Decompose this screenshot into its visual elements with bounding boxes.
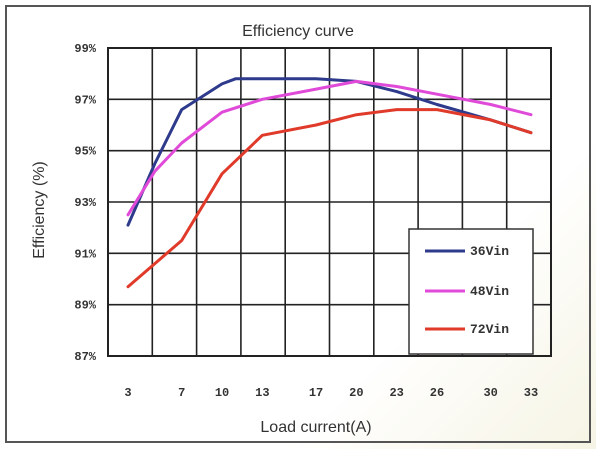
y-axis-title: Efficiency (%) — [31, 161, 48, 259]
y-tick-label: 93% — [74, 196, 96, 210]
y-tick-label: 95% — [74, 145, 96, 159]
x-tick-label: 30 — [483, 386, 497, 400]
y-tick-label: 91% — [74, 247, 96, 261]
tick-labels: 99% 97% 95% 93% 91% 89% 87% 3 7 10 13 17 20 23 26 30 33 — [74, 42, 538, 400]
legend-label-72vin: 72Vin — [470, 322, 509, 337]
y-tick-label: 97% — [74, 93, 96, 107]
x-tick-label: 7 — [178, 386, 185, 400]
x-tick-label: 17 — [309, 386, 323, 400]
x-tick-label: 13 — [255, 386, 269, 400]
x-tick-label: 23 — [389, 386, 403, 400]
y-tick-label: 99% — [74, 42, 96, 56]
legend-label-36vin: 36Vin — [470, 244, 509, 259]
legend: 36Vin 48Vin 72Vin — [408, 228, 534, 355]
y-tick-label: 87% — [74, 350, 96, 364]
x-tick-label: 3 — [124, 386, 131, 400]
x-tick-label: 20 — [349, 386, 363, 400]
legend-label-48vin: 48Vin — [470, 284, 509, 299]
x-tick-label: 33 — [524, 386, 538, 400]
chart-title: Efficiency curve — [242, 23, 354, 40]
series-line-36vin — [126, 77, 533, 227]
series-line-48vin — [126, 79, 533, 217]
x-axis-title: Load current(A) — [260, 419, 371, 436]
chart-outer-frame — [5, 5, 591, 443]
series-line-72vin — [126, 108, 533, 289]
data-series — [126, 77, 533, 289]
y-tick-label: 89% — [74, 299, 96, 313]
x-tick-label: 10 — [215, 386, 229, 400]
x-tick-label: 26 — [430, 386, 444, 400]
